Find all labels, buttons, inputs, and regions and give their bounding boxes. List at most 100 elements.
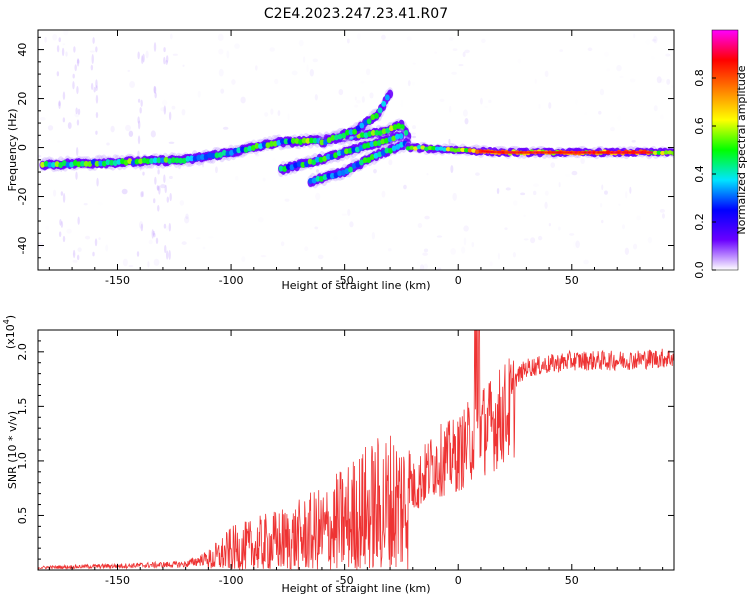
ridge-peak	[318, 156, 324, 163]
ridge-peak	[381, 128, 387, 135]
ridge-peak	[309, 137, 314, 144]
ridge-peak	[312, 137, 318, 144]
ridge-peak	[285, 163, 291, 170]
noise-streak	[58, 100, 61, 107]
ridge-peak	[362, 143, 368, 150]
ridge-peak	[300, 161, 306, 168]
noise-speck	[178, 164, 181, 170]
noise-speck	[357, 33, 361, 40]
ridge-peak	[232, 147, 238, 154]
noise-speck	[369, 92, 374, 99]
ridge-peak	[355, 161, 361, 168]
ridge-peak	[334, 134, 339, 141]
spectrogram-y-ticks: -40 -20 0 20 40	[16, 36, 674, 271]
noise-streak	[156, 186, 160, 192]
ridge-peak	[131, 159, 136, 166]
noise-speck	[346, 38, 350, 44]
ridge-peak	[247, 145, 253, 152]
noise-speck	[179, 200, 185, 206]
noise-speck	[74, 112, 80, 118]
ridge-peak	[91, 159, 96, 166]
noise-speck	[314, 226, 319, 230]
noise-speck	[105, 244, 109, 252]
noise-speck	[659, 208, 665, 213]
noise-speck	[625, 191, 628, 199]
noise-speck	[596, 264, 599, 270]
ridge-peak	[416, 144, 422, 150]
noise-speck	[550, 162, 555, 168]
ridge-peak	[399, 141, 404, 148]
ridge-peak	[456, 147, 462, 153]
noise-speck	[627, 200, 630, 203]
ridge-peak	[474, 149, 480, 154]
ridge-peak	[391, 145, 397, 152]
noise-speck	[65, 51, 68, 57]
ridge-peak	[185, 155, 191, 162]
noise-speck	[365, 68, 371, 76]
ridge-peak	[152, 157, 158, 164]
ridge-peak	[369, 154, 375, 161]
noise-speck	[448, 138, 451, 145]
ridge-peak	[391, 135, 397, 142]
noise-speck	[110, 125, 115, 133]
colorbar: 0.0 0.2 0.4 0.6 0.8 Normalized spectral ampl…	[693, 29, 748, 279]
ridge-peak	[54, 161, 60, 168]
ridge-peak	[305, 137, 311, 144]
noise-speck	[504, 227, 508, 231]
noise-speck	[211, 233, 215, 238]
ridge-peak	[337, 170, 343, 177]
ridge-peak	[667, 150, 673, 155]
noise-streak	[74, 64, 77, 72]
noise-speck	[185, 75, 189, 80]
noise-speck	[147, 261, 150, 268]
ridge-peak	[319, 139, 325, 146]
noise-speck	[317, 254, 324, 260]
ridge-peak	[98, 160, 104, 167]
noise-speck	[263, 178, 266, 182]
ridge-peak	[51, 161, 56, 168]
ridge-peak	[196, 154, 202, 161]
noise-streak	[140, 99, 143, 107]
noise-speck	[631, 139, 636, 143]
ridge-peak	[330, 134, 336, 141]
noise-speck	[565, 174, 570, 177]
snr-multiplier-exp: 4	[2, 319, 11, 324]
noise-speck	[291, 70, 298, 76]
ridge-peak	[359, 122, 365, 129]
noise-speck	[604, 190, 608, 195]
noise-speck	[350, 155, 354, 162]
ridge-peak	[445, 146, 451, 152]
noise-speck	[98, 237, 101, 240]
ridge-peak	[374, 112, 379, 119]
noise-speck	[621, 224, 626, 230]
x-tick-label: -100	[219, 274, 244, 287]
noise-speck	[270, 52, 274, 55]
noise-speck	[235, 176, 239, 181]
noise-speck	[272, 158, 276, 161]
noise-speck	[52, 189, 57, 197]
ridge-peak	[250, 144, 256, 151]
noise-speck	[72, 252, 76, 256]
noise-speck	[575, 99, 577, 105]
ridge-peak	[283, 138, 289, 145]
noise-streak	[140, 223, 144, 232]
noise-speck	[168, 175, 173, 180]
ridge-peak	[329, 172, 335, 179]
noise-speck	[451, 71, 458, 75]
ridge-peak	[370, 114, 376, 121]
noise-speck	[530, 237, 536, 244]
noise-streak	[169, 192, 172, 202]
ridge-peak	[453, 148, 458, 153]
noise-streak	[141, 190, 144, 198]
ridge-peak	[116, 158, 122, 165]
y-tick-label: 1.5	[16, 398, 29, 416]
spectrogram-heatmap	[38, 33, 674, 270]
noise-speck	[533, 190, 537, 196]
noise-speck	[633, 243, 638, 250]
ridge-peak	[438, 146, 444, 151]
ridge-peak	[366, 118, 372, 125]
noise-streak	[154, 92, 157, 99]
ridge-peak	[373, 152, 379, 159]
noise-streak	[62, 193, 66, 203]
ridge-peak	[380, 150, 386, 157]
